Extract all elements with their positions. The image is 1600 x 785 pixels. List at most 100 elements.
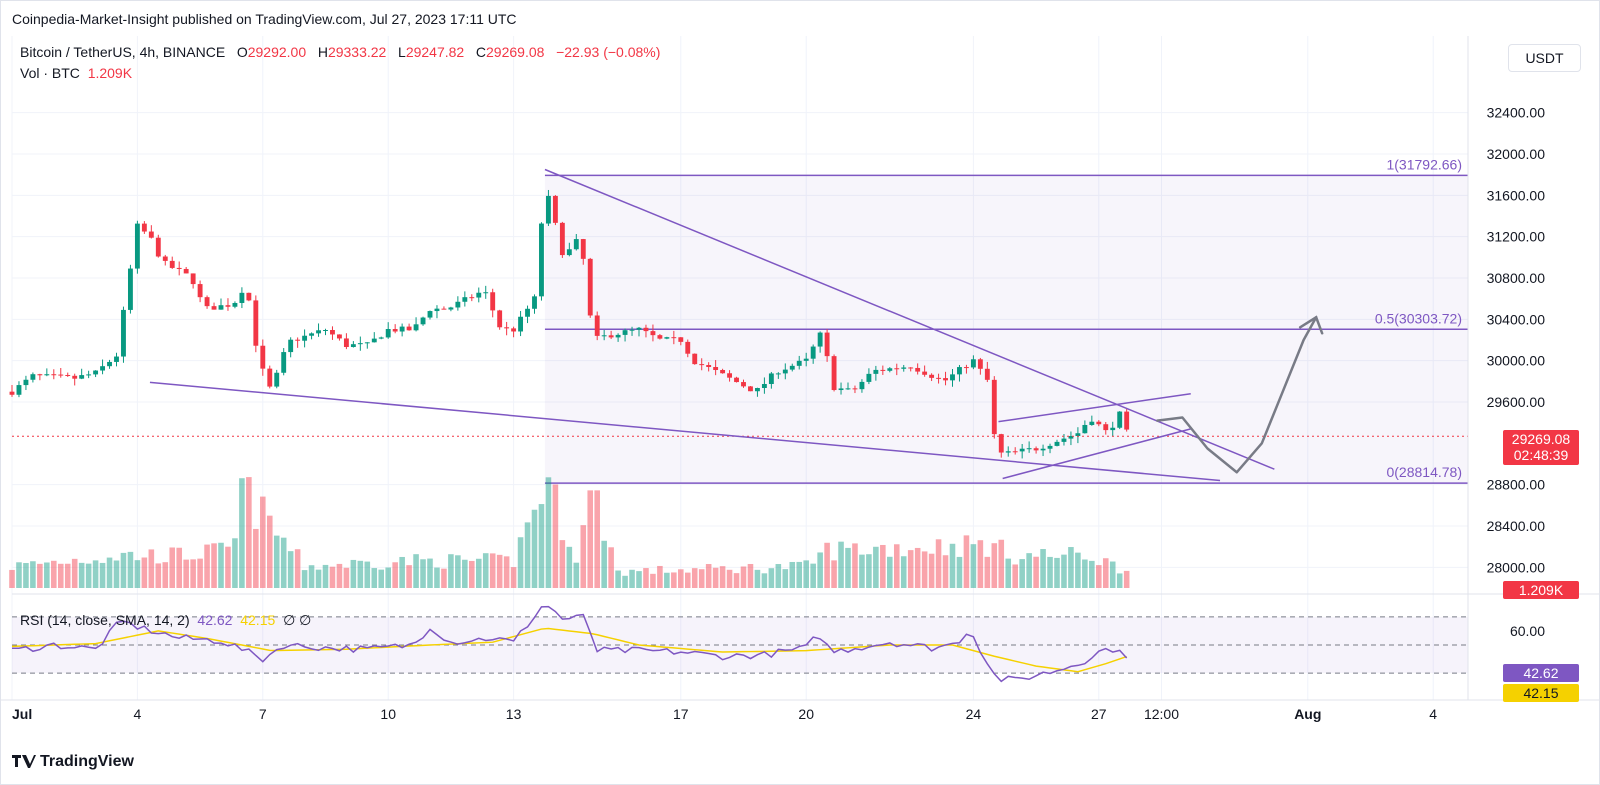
volume-bar	[789, 561, 796, 588]
volume-legend: Vol · BTC 1.209K	[20, 65, 132, 81]
volume-bar	[246, 477, 252, 588]
price-axis-label: 28400.00	[1487, 518, 1546, 534]
volume-bar	[824, 542, 830, 588]
volume-bar	[253, 528, 259, 588]
volume-bar	[364, 561, 371, 588]
candle-down	[608, 335, 614, 338]
volume-bar	[322, 564, 329, 588]
candle-up	[1005, 451, 1011, 453]
volume-bar	[935, 539, 942, 588]
candle-up	[1089, 421, 1095, 425]
candle-down	[58, 374, 64, 376]
rsi-sma-tag: 42.15	[1503, 684, 1579, 702]
candle-down	[260, 345, 266, 369]
volume-bar	[106, 557, 113, 588]
candle-up	[23, 379, 29, 386]
candle-down	[169, 260, 175, 268]
volume-bar	[176, 547, 182, 588]
candle-up	[950, 374, 955, 381]
volume-bar	[406, 565, 412, 588]
volume-bar	[608, 547, 614, 588]
candle-down	[650, 331, 656, 336]
candle-up	[629, 329, 635, 331]
candle-down	[894, 368, 900, 370]
candle-down	[1033, 448, 1039, 451]
volume-bar	[705, 564, 712, 588]
volume-label[interactable]: Vol · BTC	[20, 65, 80, 81]
volume-bar	[691, 568, 698, 588]
volume-bar	[566, 546, 573, 588]
candle-up	[573, 239, 579, 250]
candle-up	[1110, 427, 1116, 431]
rsi-value: 42.62	[197, 612, 233, 628]
candle-up	[274, 372, 280, 387]
volume-bar	[1047, 556, 1053, 588]
symbol-name[interactable]: Bitcoin / TetherUS, 4h, BINANCE	[20, 44, 226, 60]
volume-bar	[23, 563, 29, 588]
volume-bar	[859, 554, 865, 588]
rsi-tag: 42.62	[1503, 664, 1579, 682]
volume-bar	[162, 562, 169, 588]
candle-up	[121, 309, 126, 357]
current-price-tag: 29269.08 02:48:39	[1503, 430, 1579, 465]
volume-bar	[155, 563, 162, 588]
candle-up	[1068, 436, 1074, 439]
candle-up	[281, 352, 287, 373]
volume-bar	[698, 569, 705, 588]
candle-down	[559, 222, 565, 256]
candle-down	[211, 306, 217, 310]
volume-bar	[44, 562, 50, 588]
candle-up	[1082, 424, 1088, 434]
upper-trendline	[544, 168, 1275, 470]
volume-bar	[475, 558, 482, 588]
volume-bar	[197, 558, 203, 588]
volume-tag: 1.209K	[1503, 581, 1579, 599]
candle-up	[455, 301, 461, 308]
volume-bar	[455, 555, 461, 588]
candle-down	[594, 315, 600, 336]
candle-down	[984, 368, 990, 380]
volume-bar	[280, 537, 287, 588]
rsi-sma-line	[11, 627, 1127, 673]
rsi-label[interactable]: RSI (14, close, SMA, 14, 2)	[20, 612, 190, 628]
volume-bar	[852, 543, 858, 588]
candle-up	[371, 338, 377, 343]
volume-bar	[782, 569, 789, 588]
candle-up	[1026, 448, 1032, 450]
time-axis-label: 24	[966, 706, 982, 722]
volume-bar	[510, 567, 517, 588]
currency-button[interactable]: USDT	[1508, 44, 1581, 72]
time-axis-label: 20	[798, 706, 814, 722]
candle-up	[218, 305, 224, 310]
volume-bar	[496, 554, 503, 588]
volume-bar	[183, 559, 189, 588]
candle-down	[1096, 421, 1102, 425]
candle-down	[1012, 451, 1018, 453]
candle-down	[915, 367, 921, 372]
volume-bar	[733, 573, 740, 588]
volume-bar	[963, 535, 970, 588]
candle-up	[1061, 438, 1067, 442]
volume-bar	[991, 543, 998, 588]
open-label: O	[236, 44, 248, 60]
volume-bar	[1109, 561, 1116, 588]
volume-bar	[1116, 573, 1123, 588]
volume-bar	[287, 551, 294, 588]
candle-down	[246, 292, 252, 301]
volume-bar	[1040, 549, 1046, 588]
fib-level-label: 0.5(30303.72)	[1375, 310, 1462, 326]
volume-bar	[266, 515, 273, 588]
candle-down	[511, 328, 517, 332]
volume-bar	[260, 496, 266, 588]
candle-down	[51, 374, 57, 376]
candle-up	[817, 332, 823, 347]
channel-upper-line	[998, 392, 1191, 423]
candle-up	[518, 316, 524, 332]
volume-bar	[1068, 547, 1074, 588]
volume-bar	[371, 568, 378, 588]
candle-down	[183, 268, 189, 274]
volume-bar	[92, 560, 99, 588]
tradingview-logo[interactable]: TradingView	[12, 753, 134, 771]
channel-lower-line	[1002, 428, 1191, 480]
